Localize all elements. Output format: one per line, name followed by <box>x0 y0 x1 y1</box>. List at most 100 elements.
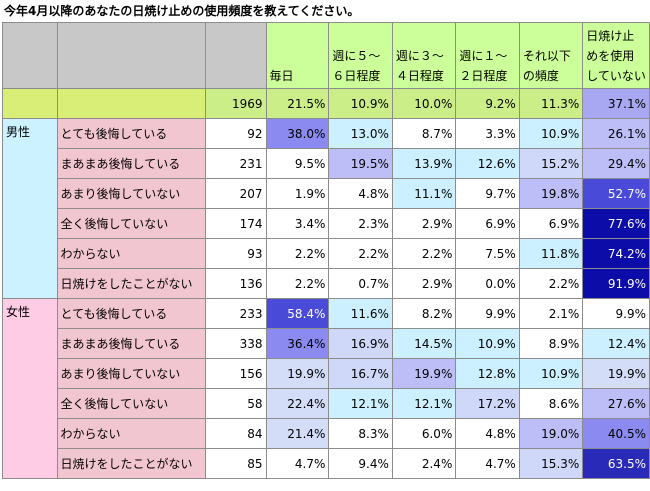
row-value: 17.2% <box>455 388 520 419</box>
column-header-line: の頻度 <box>522 69 559 83</box>
row-value: 27.6% <box>582 388 650 419</box>
row-value: 14.5% <box>391 328 457 359</box>
total-value: 11.3% <box>518 88 584 119</box>
column-header-line: 毎日 <box>269 69 294 83</box>
row-value: 0.7% <box>328 268 393 299</box>
table-row: 日焼けをしたことがない 136 2.2% 0.7% 2.9% 0.0% 2.2% 91.9% <box>3 268 650 299</box>
row-value: 10.9% <box>455 328 520 359</box>
row-n: 338 <box>204 328 267 359</box>
row-value: 4.7% <box>455 448 520 479</box>
row-value: 9.9% <box>455 298 520 329</box>
row-value: 9.9% <box>582 298 650 329</box>
column-header: 週に１～ ２日程度 <box>455 22 520 89</box>
row-value: 2.2% <box>391 238 457 269</box>
row-label: 全く後悔していない <box>56 208 206 239</box>
total-value: 10.9% <box>328 88 393 119</box>
row-value: 15.3% <box>518 448 584 479</box>
row-value: 3.4% <box>265 208 330 239</box>
row-n: 92 <box>204 118 267 149</box>
row-label: まあまあ後悔している <box>56 148 206 179</box>
row-value: 0.0% <box>455 268 520 299</box>
row-value: 16.7% <box>328 358 393 389</box>
row-value: 19.9% <box>265 358 330 389</box>
row-value: 3.3% <box>455 118 520 149</box>
row-value: 8.6% <box>518 388 584 419</box>
row-value: 19.9% <box>582 358 650 389</box>
row-value: 12.6% <box>455 148 520 179</box>
row-value: 26.1% <box>582 118 650 149</box>
column-header-line: 週に５～ <box>332 49 381 63</box>
table-row: あまり後悔していない 207 1.9% 4.8% 11.1% 9.7% 19.8% 52.7% <box>3 178 650 209</box>
column-header: 毎日 <box>265 22 330 89</box>
row-value: 11.8% <box>518 238 584 269</box>
row-value: 9.4% <box>328 448 393 479</box>
column-header: 週に３～ ４日程度 <box>391 22 457 89</box>
row-value: 19.5% <box>328 148 393 179</box>
column-header: それ以下 の頻度 <box>518 22 584 89</box>
table-title: 今年4月以降のあなたの日焼け止めの使用頻度を教えてください。 <box>4 4 360 18</box>
row-value: 10.9% <box>518 358 584 389</box>
row-n: 231 <box>204 148 267 179</box>
table-row: あまり後悔していない 156 19.9% 16.7% 19.9% 12.8% 10.9% 19… <box>3 358 650 389</box>
table-row: わからない 84 21.4% 8.3% 6.0% 4.8% 19.0% 40.5% <box>3 418 650 449</box>
column-header-line: ６日程度 <box>332 69 381 83</box>
table-row: まあまあ後悔している 231 9.5% 19.5% 13.9% 12.6% 15.2% 29.… <box>3 148 650 179</box>
column-header-line: 日焼け止 <box>586 29 635 43</box>
group-label: 女性 <box>2 298 58 479</box>
row-value: 4.8% <box>328 178 393 209</box>
column-header-line: めを使用 <box>586 49 635 63</box>
column-header: 週に５～ ６日程度 <box>328 22 393 89</box>
total-value: 37.1% <box>582 88 650 119</box>
row-value: 2.3% <box>328 208 393 239</box>
row-label: まあまあ後悔している <box>56 328 206 359</box>
row-label: 全く後悔していない <box>56 388 206 419</box>
row-value: 4.8% <box>455 418 520 449</box>
column-header-line: 週に３～ <box>395 49 444 63</box>
total-value: 9.2% <box>455 88 520 119</box>
row-value: 2.1% <box>518 298 584 329</box>
row-value: 2.9% <box>391 208 457 239</box>
row-value: 58.4% <box>265 298 330 329</box>
row-value: 40.5% <box>582 418 650 449</box>
row-value: 9.5% <box>265 148 330 179</box>
row-value: 11.1% <box>391 178 457 209</box>
total-group-cell <box>2 88 58 119</box>
row-value: 19.0% <box>518 418 584 449</box>
row-value: 63.5% <box>582 448 650 479</box>
row-value: 4.7% <box>265 448 330 479</box>
table-row: わからない 93 2.2% 2.2% 2.2% 7.5% 11.8% 74.2% <box>3 238 650 269</box>
row-value: 77.6% <box>582 208 650 239</box>
row-value: 8.9% <box>518 328 584 359</box>
column-header-line: ２日程度 <box>459 69 508 83</box>
total-label-cell <box>56 88 206 119</box>
row-value: 52.7% <box>582 178 650 209</box>
table-row: 全く後悔していない 174 3.4% 2.3% 2.9% 6.9% 6.9% 77.6% <box>3 208 650 239</box>
crosstab-table: 毎日 週に５～ ６日程度 週に３～ ４日程度 週に１～ ２日程度 それ以下 の頻度 日焼け止めを使… <box>2 22 650 479</box>
row-value: 6.0% <box>391 418 457 449</box>
row-n: 58 <box>204 388 267 419</box>
row-value: 8.2% <box>391 298 457 329</box>
group-label: 男性 <box>2 118 58 299</box>
row-label: あまり後悔していない <box>56 178 206 209</box>
row-n: 233 <box>204 298 267 329</box>
row-value: 91.9% <box>582 268 650 299</box>
row-label: 日焼けをしたことがない <box>56 268 206 299</box>
table-row: 女性 とても後悔している 233 58.4% 11.6% 8.2% 9.9% 2.1% 9.9% <box>2 298 650 479</box>
row-n: 207 <box>204 178 267 209</box>
column-header-line: 週に１～ <box>459 49 508 63</box>
row-value: 15.2% <box>518 148 584 179</box>
table-row: まあまあ後悔している 338 36.4% 16.9% 14.5% 10.9% 8.9% 12.… <box>3 328 650 359</box>
row-value: 29.4% <box>582 148 650 179</box>
column-header-line: ４日程度 <box>395 69 444 83</box>
column-header-line: していない <box>586 69 646 83</box>
row-value: 19.8% <box>518 178 584 209</box>
row-value: 12.8% <box>455 358 520 389</box>
row-n: 93 <box>204 238 267 269</box>
table-row: 全く後悔していない 58 22.4% 12.1% 12.1% 17.2% 8.6% 27.6% <box>3 388 650 419</box>
row-value: 7.5% <box>455 238 520 269</box>
row-n: 85 <box>204 448 267 479</box>
row-value: 6.9% <box>518 208 584 239</box>
row-n: 156 <box>204 358 267 389</box>
row-value: 2.2% <box>265 268 330 299</box>
row-value: 2.2% <box>518 268 584 299</box>
